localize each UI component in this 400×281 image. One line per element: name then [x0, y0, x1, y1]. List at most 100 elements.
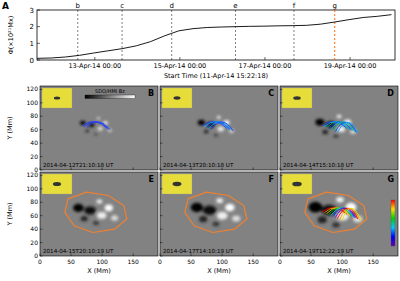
- x-tick: [373, 254, 374, 257]
- x-tick: [71, 168, 72, 171]
- y-tick: [40, 215, 43, 216]
- y-tick: [160, 175, 163, 176]
- x-tick: [102, 254, 103, 257]
- x-tick-label: 100: [336, 258, 348, 265]
- y-tick: [40, 202, 43, 203]
- y-tick: [40, 143, 43, 144]
- x-tick: [342, 254, 343, 257]
- x-tick-label: 150: [247, 258, 259, 265]
- flux-patch: [203, 206, 217, 215]
- y-tick: [160, 143, 163, 144]
- x-tick: [280, 168, 281, 171]
- x-tick: [350, 57, 351, 60]
- x-tick-label: 50: [67, 258, 75, 265]
- flux-patch: [85, 130, 89, 133]
- y-tick: [160, 188, 163, 189]
- x-tick-label: 50: [307, 258, 315, 265]
- x-tick: [311, 254, 312, 257]
- y-tick-label: 3: [30, 7, 34, 15]
- event-line: [77, 10, 78, 60]
- flux-patch: [105, 205, 113, 212]
- flux-patches: [73, 200, 118, 226]
- y-tick: [160, 102, 163, 103]
- y-tick: [280, 242, 283, 243]
- x-axis-label: X (Mm): [327, 267, 351, 275]
- event-label: f: [293, 2, 296, 10]
- y-tick-label: 2: [30, 23, 34, 31]
- flux-patches: [80, 117, 112, 135]
- magnetogram-bg: [160, 86, 278, 170]
- field-line: [84, 122, 108, 129]
- panel-letter: C: [268, 89, 274, 98]
- x-tick-label: 150: [367, 258, 379, 265]
- y-tick: [280, 129, 283, 130]
- panel-frame: [160, 86, 278, 170]
- flux-patch: [217, 116, 221, 119]
- y-tick-label: 120: [27, 171, 39, 178]
- panel-frame: [280, 172, 398, 256]
- y-tick-label: 40: [30, 139, 38, 146]
- inset-spot: [173, 182, 182, 186]
- flux-patch: [84, 206, 96, 214]
- x-tick: [133, 168, 134, 171]
- y-tick: [160, 202, 163, 203]
- y-tick: [40, 242, 43, 243]
- event-line: [171, 10, 172, 60]
- flux-patch: [191, 203, 203, 212]
- flux-patch: [214, 134, 218, 137]
- y-tick-label: 80: [30, 112, 38, 119]
- y-tick: [160, 215, 163, 216]
- panel-letter: B: [148, 89, 154, 98]
- inset: [42, 174, 72, 194]
- y-tick-label: 100: [27, 185, 39, 192]
- contour: [65, 192, 127, 232]
- x-tick: [373, 168, 374, 171]
- timestamp: 2014-04-12T21:10:18 UT: [43, 162, 114, 168]
- inset: [42, 88, 72, 108]
- field-line: [87, 122, 111, 130]
- plot-frame: [37, 10, 395, 60]
- x-tick: [40, 254, 41, 257]
- event-label: e: [233, 2, 237, 10]
- y-tick-label: 0: [30, 57, 34, 65]
- y-tick-label: 40: [30, 225, 38, 232]
- y-tick-label: 20: [30, 239, 38, 246]
- event-line: [334, 10, 335, 60]
- flux-patch: [225, 204, 235, 212]
- flux-patches: [191, 198, 240, 226]
- x-tick: [71, 254, 72, 257]
- flux-patch: [73, 204, 84, 212]
- magnetogram-bg: [160, 172, 278, 256]
- x-tick: [253, 254, 254, 257]
- y-tick: [160, 229, 163, 230]
- flux-patch: [308, 202, 322, 213]
- y-tick: [280, 229, 283, 230]
- y-axis-label: Φ(×10²¹Mx): [7, 16, 15, 55]
- event-label: d: [169, 2, 173, 10]
- y-tick: [37, 10, 40, 11]
- flux-patch: [216, 198, 223, 203]
- flux-patch: [199, 216, 207, 222]
- x-tick: [222, 254, 223, 257]
- x-tick: [191, 254, 192, 257]
- flux-patch: [333, 134, 338, 137]
- flux-patch: [98, 127, 103, 131]
- panel-frame: [40, 86, 158, 170]
- x-tick-label: 100: [216, 258, 228, 265]
- y-tick: [40, 129, 43, 130]
- x-tick: [160, 168, 161, 171]
- x-tick: [133, 254, 134, 257]
- contour: [185, 192, 247, 232]
- x-tick: [40, 168, 41, 171]
- flux-line: [37, 15, 391, 59]
- flux-patch: [322, 130, 328, 135]
- inset: [282, 88, 312, 108]
- flux-patch: [81, 216, 88, 221]
- flux-patches: [308, 197, 362, 227]
- y-tick: [280, 116, 283, 117]
- timestamp: 2014-04-19T12:22:19 UT: [283, 248, 354, 254]
- flux-patch: [217, 212, 228, 220]
- flux-patches: [198, 116, 234, 137]
- flux-patch: [336, 197, 344, 202]
- x-tick-label: 0: [38, 258, 42, 265]
